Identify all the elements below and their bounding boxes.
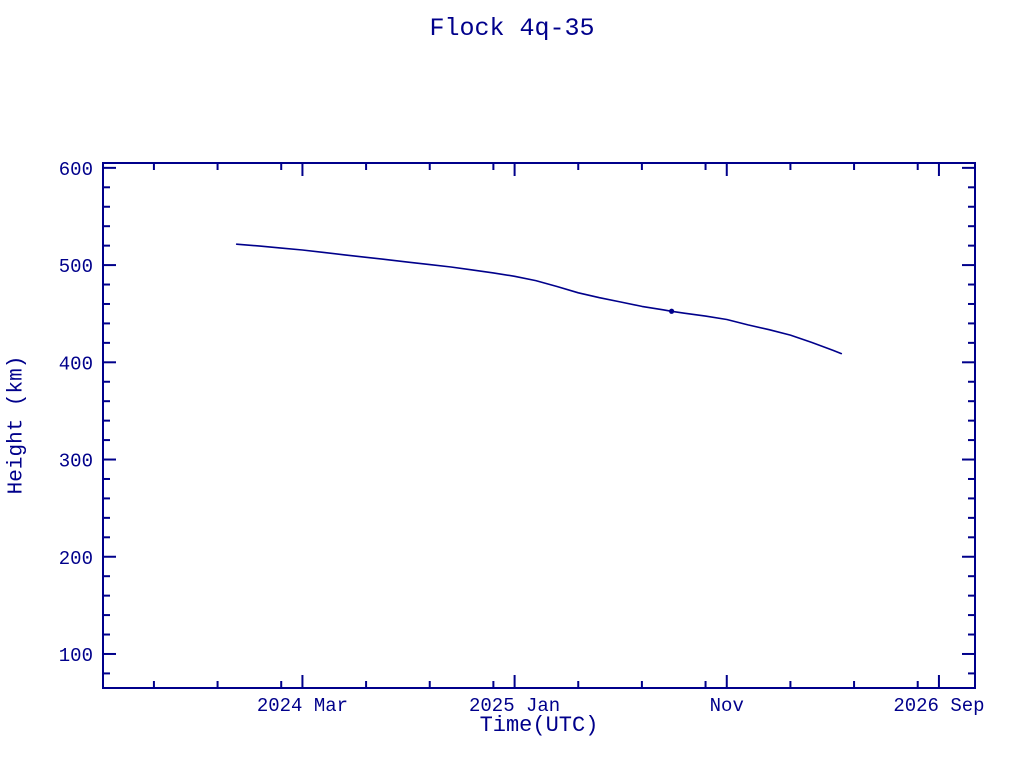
- x-tick-label: 2026 Sep: [893, 695, 984, 717]
- current-epoch-marker: [669, 308, 675, 314]
- chart-title: Flock 4q-35: [429, 14, 595, 43]
- plot-frame: [102, 162, 976, 689]
- y-tick-label: 400: [59, 353, 93, 375]
- y-tick-label: 500: [59, 256, 93, 278]
- x-tick-label: Nov: [710, 695, 744, 717]
- height-decay-line: [235, 243, 843, 355]
- y-tick-label: 100: [59, 645, 93, 667]
- x-tick-label: 2025 Jan: [469, 695, 560, 717]
- x-tick-label: 2024 Mar: [257, 695, 348, 717]
- y-tick-label: 600: [59, 159, 93, 181]
- y-tick-label: 300: [59, 451, 93, 473]
- x-axis-title: Time(UTC): [479, 713, 599, 738]
- y-tick-label: 200: [59, 548, 93, 570]
